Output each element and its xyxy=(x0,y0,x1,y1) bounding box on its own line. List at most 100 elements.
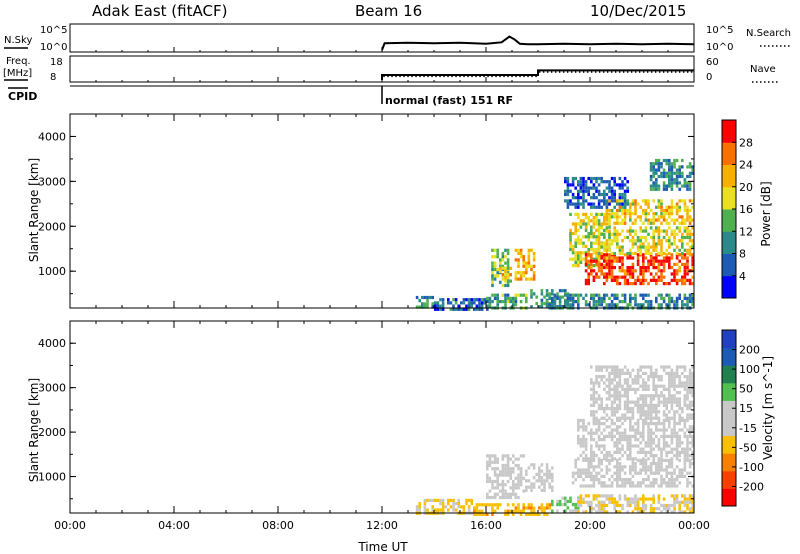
data-cell xyxy=(662,503,666,508)
data-cell xyxy=(566,293,570,297)
data-cell xyxy=(486,296,489,300)
data-cell xyxy=(639,278,642,282)
data-cell xyxy=(691,500,694,504)
data-cell xyxy=(636,245,640,249)
data-cell xyxy=(660,245,663,249)
data-cell xyxy=(686,212,689,216)
data-cell xyxy=(644,229,648,233)
data-cell xyxy=(681,474,684,478)
data-cell xyxy=(678,208,681,213)
data-cell xyxy=(491,454,494,458)
data-cell xyxy=(675,375,679,379)
data-cell xyxy=(616,215,619,219)
data-cell xyxy=(486,463,489,468)
data-cell xyxy=(675,478,679,482)
data-cell xyxy=(569,496,572,500)
data-cell xyxy=(467,307,471,311)
data-cell xyxy=(683,431,687,435)
data-cell xyxy=(517,277,520,281)
data-cell xyxy=(686,471,689,475)
data-cell xyxy=(688,384,692,388)
data-cell xyxy=(582,441,585,445)
data-cell xyxy=(449,498,453,502)
data-cell xyxy=(608,458,611,462)
data-cell xyxy=(675,232,679,236)
data-cell xyxy=(644,208,648,213)
data-cell xyxy=(595,212,598,216)
data-cell xyxy=(421,295,424,300)
data-cell xyxy=(647,378,650,382)
data-cell xyxy=(681,239,684,243)
data-cell xyxy=(655,478,658,482)
data-cell xyxy=(621,259,624,263)
data-cell xyxy=(603,196,606,200)
data-cell xyxy=(577,434,580,438)
data-cell xyxy=(592,222,596,226)
data-cell xyxy=(642,503,645,508)
data-cell xyxy=(673,171,676,175)
data-cell xyxy=(631,266,635,270)
data-cell xyxy=(673,500,676,504)
data-cell xyxy=(688,407,692,411)
data-cell xyxy=(517,476,520,480)
data-cell xyxy=(636,202,640,206)
data-cell xyxy=(509,300,512,304)
data-cell xyxy=(608,468,611,472)
data-cell xyxy=(649,444,653,448)
data-cell xyxy=(631,282,635,286)
data-cell xyxy=(691,384,694,388)
data-cell xyxy=(642,397,645,401)
data-cell xyxy=(530,488,533,492)
data-cell xyxy=(548,482,551,486)
data-cell xyxy=(668,226,671,230)
data-cell xyxy=(629,208,632,213)
data-cell xyxy=(592,478,596,482)
data-cell xyxy=(688,239,692,243)
data-cell xyxy=(574,478,577,482)
data-cell xyxy=(691,232,694,236)
data-cell xyxy=(683,256,687,260)
data-cell xyxy=(519,476,523,480)
data-cell xyxy=(618,251,622,256)
data-cell xyxy=(644,458,648,462)
data-cell xyxy=(675,174,679,179)
colorbar-frame xyxy=(721,329,737,507)
data-cell xyxy=(519,248,523,252)
data-cell xyxy=(590,176,593,181)
data-cell xyxy=(665,282,668,286)
data-cell xyxy=(613,410,616,414)
data-cell xyxy=(616,474,619,478)
data-cell xyxy=(662,229,666,233)
data-cell xyxy=(506,273,510,277)
colorbar-tick-label: 28 xyxy=(739,136,753,149)
data-cell xyxy=(597,239,601,243)
data-cell xyxy=(569,199,572,203)
data-cell xyxy=(670,394,674,398)
data-cell xyxy=(467,498,471,502)
data-cell xyxy=(579,196,583,200)
data-cell xyxy=(597,457,601,461)
data-cell xyxy=(686,503,689,508)
data-cell xyxy=(681,471,684,475)
data-cell xyxy=(649,365,653,369)
data-cell xyxy=(564,189,567,193)
data-cell xyxy=(623,394,627,398)
data-cell xyxy=(688,447,692,451)
data-cell xyxy=(681,184,684,188)
data-cell xyxy=(566,189,570,193)
data-cell xyxy=(605,262,609,266)
data-cell xyxy=(673,181,676,185)
data-cell xyxy=(613,428,616,432)
data-cell xyxy=(629,371,632,375)
data-cell xyxy=(600,500,603,504)
data-cell xyxy=(543,488,546,492)
data-cell xyxy=(683,278,687,282)
data-cell xyxy=(577,468,580,472)
data-cell xyxy=(657,187,661,191)
data-cell xyxy=(644,266,648,270)
data-cell xyxy=(629,478,632,482)
data-cell xyxy=(595,397,598,401)
data-cell xyxy=(517,509,520,513)
data-cell xyxy=(597,232,601,236)
data-cell xyxy=(493,454,497,458)
